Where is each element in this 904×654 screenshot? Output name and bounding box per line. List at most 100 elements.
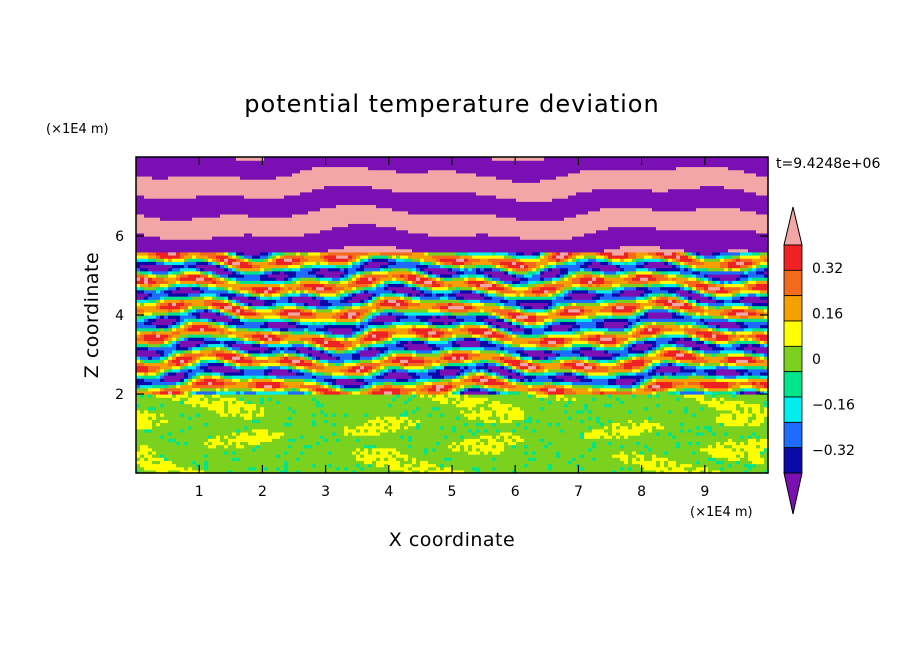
contour-cell <box>604 444 609 449</box>
contour-cell <box>140 466 145 471</box>
contour-cell <box>280 397 285 401</box>
contour-cell <box>252 463 257 468</box>
contour-cell <box>640 422 645 427</box>
contour-cell <box>668 400 673 405</box>
contour-cell <box>504 403 509 408</box>
contour-cell <box>488 447 493 452</box>
contour-cell <box>624 431 629 436</box>
contour-cell <box>228 454 233 458</box>
contour-cell <box>672 466 677 471</box>
contour-cell <box>672 454 677 458</box>
contour-cell <box>156 447 161 452</box>
contour-cell <box>192 463 197 468</box>
contour-cell <box>136 381 141 386</box>
contour-cell <box>648 387 653 392</box>
contour-cell <box>136 441 141 446</box>
contour-cell <box>676 428 681 433</box>
contour-cell <box>280 412 285 417</box>
contour-cell <box>312 441 317 446</box>
contour-cell <box>436 416 441 420</box>
contour-cell <box>168 375 173 379</box>
contour-cell <box>752 381 757 386</box>
contour-cell <box>292 428 297 433</box>
contour-cell <box>376 457 381 461</box>
contour-cell <box>336 400 341 405</box>
contour-cell <box>548 457 553 461</box>
contour-cell <box>728 428 733 433</box>
contour-cell <box>456 447 461 452</box>
contour-cell <box>512 394 517 398</box>
contour-cell <box>416 387 421 392</box>
contour-cell <box>752 428 757 433</box>
contour-cell <box>696 425 701 430</box>
contour-cell <box>536 450 541 455</box>
contour-cell <box>472 390 477 395</box>
contour-cell <box>460 394 465 398</box>
contour-cell <box>500 375 505 379</box>
contour-cell <box>348 397 353 401</box>
contour-cell <box>616 457 621 461</box>
contour-cell <box>500 463 505 468</box>
contour-cell <box>600 447 605 452</box>
contour-cell <box>680 384 685 389</box>
contour-cell <box>704 441 709 446</box>
contour-cell <box>596 403 601 408</box>
contour-cell <box>756 447 761 452</box>
contour-cell <box>556 394 561 398</box>
contour-cell <box>416 450 421 455</box>
contour-cell <box>160 400 165 405</box>
contour-cell <box>584 457 589 461</box>
contour-cell <box>664 447 669 452</box>
contour-cell <box>232 463 237 468</box>
contour-cell <box>148 469 153 474</box>
contour-cell <box>460 406 465 411</box>
contour-cell <box>648 469 653 474</box>
contour-field <box>136 157 769 474</box>
contour-cell <box>204 397 209 401</box>
contour-cell <box>248 431 253 436</box>
contour-cell <box>364 457 369 461</box>
contour-cell <box>476 394 481 398</box>
contour-cell <box>204 403 209 408</box>
contour-cell <box>388 403 393 408</box>
contour-cell <box>424 460 429 465</box>
contour-cell <box>288 447 293 452</box>
contour-cell <box>372 387 377 392</box>
contour-cell <box>380 409 385 414</box>
contour-cell <box>708 447 713 452</box>
contour-cell <box>152 390 157 395</box>
contour-cell <box>164 457 169 461</box>
contour-cell <box>144 371 149 376</box>
contour-cell <box>604 441 609 446</box>
contour-cell <box>524 441 529 446</box>
contour-cell <box>284 431 289 436</box>
contour-cell <box>340 463 345 468</box>
contour-cell <box>164 409 169 414</box>
contour-cell <box>736 378 741 382</box>
contour-cell <box>184 447 189 452</box>
contour-cell <box>172 425 177 430</box>
contour-cell <box>268 375 273 379</box>
contour-cell <box>624 400 629 405</box>
contour-cell <box>748 469 753 474</box>
contour-cell <box>744 435 749 439</box>
contour-cell <box>504 463 509 468</box>
contour-cell <box>408 416 413 420</box>
contour-cell <box>188 431 193 436</box>
contour-cell <box>228 450 233 455</box>
contour-cell <box>340 397 345 401</box>
contour-cell <box>412 460 417 465</box>
contour-cell <box>440 463 445 468</box>
contour-cell <box>208 403 213 408</box>
contour-cell <box>200 450 205 455</box>
contour-cell <box>588 454 593 458</box>
contour-cell <box>156 416 161 420</box>
contour-cell <box>268 450 273 455</box>
contour-cell <box>140 409 145 414</box>
contour-cell <box>388 419 393 424</box>
contour-cell <box>400 381 405 386</box>
contour-cell <box>600 378 605 382</box>
contour-cell <box>320 431 325 436</box>
contour-cell <box>684 438 689 442</box>
contour-cell <box>704 422 709 427</box>
